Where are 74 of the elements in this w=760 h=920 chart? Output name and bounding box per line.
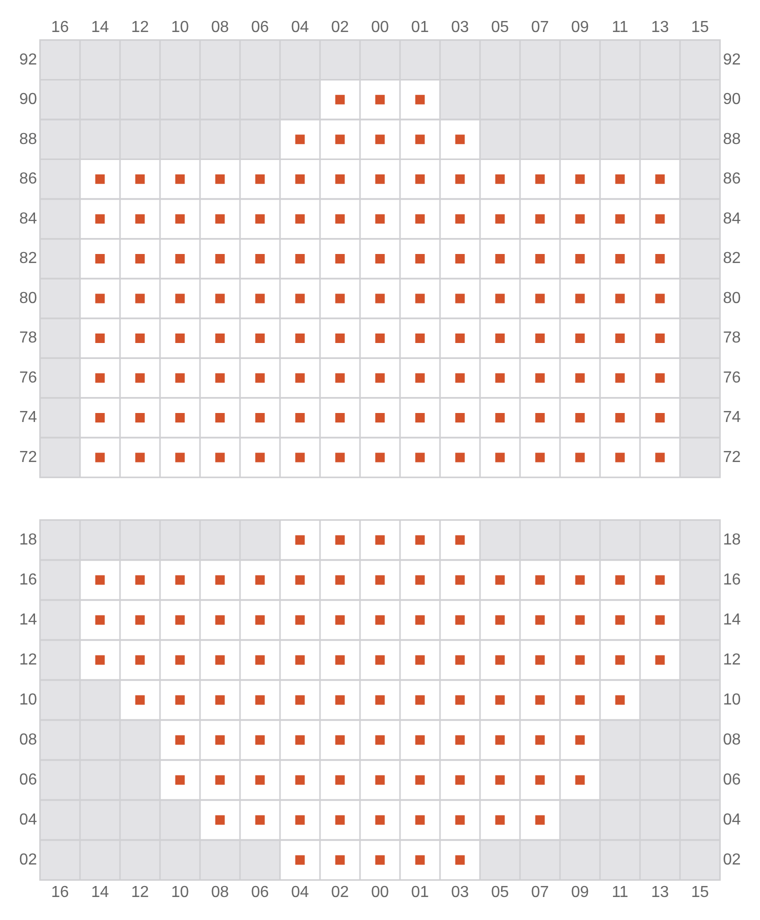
x-tick-label: 10: [171, 884, 189, 902]
y2-tick-label: 04: [723, 811, 741, 828]
y2-tick-label: 82: [723, 250, 741, 268]
x-tick-label: 13: [651, 18, 669, 36]
y-tick-label: 14: [19, 611, 38, 628]
y-tick-label: 86: [19, 170, 38, 188]
y-tick-label: 76: [19, 369, 38, 386]
x-tick-label: 01: [411, 884, 429, 902]
y2-tick-label: 92: [723, 51, 741, 68]
x-tick-label: 14: [91, 884, 109, 902]
y2-tick-label: 86: [723, 170, 741, 188]
x-tick-label: 08: [211, 884, 229, 902]
y2-tick-label: 72: [723, 448, 741, 466]
x-tick-label: 06: [251, 884, 269, 902]
x-tick-label: 05: [491, 884, 509, 902]
x-tick-label: 00: [371, 884, 389, 902]
x-tick-label: 12: [131, 18, 149, 36]
y2-tick-label: 08: [723, 731, 741, 748]
x-tick-label: 02: [331, 18, 349, 36]
x-tick-label: 09: [571, 18, 589, 36]
y-tick-label: 80: [19, 290, 38, 307]
y-tick-label: 78: [19, 330, 38, 347]
x-tick-label: 02: [331, 884, 349, 902]
x-tick-label: 09: [571, 884, 589, 902]
y-tick-label: 84: [19, 210, 38, 228]
y2-tick-label: 06: [723, 771, 741, 788]
y2-tick-label: 18: [723, 531, 741, 548]
y-tick-label: 88: [19, 130, 38, 148]
x-tick-label: 01: [411, 18, 429, 36]
x-tick-label: 07: [531, 884, 549, 902]
y-tick-label: 82: [19, 250, 38, 268]
y2-tick-label: 88: [723, 130, 741, 148]
y2-tick-label: 78: [723, 330, 741, 347]
x-tick-label: 05: [491, 18, 509, 36]
y-tick-label: 90: [19, 91, 38, 108]
x-tick-label: 16: [51, 18, 69, 36]
x-tick-label: 10: [171, 18, 189, 36]
x-tick-label: 14: [91, 18, 109, 36]
y2-tick-label: 76: [723, 369, 741, 386]
y2-tick-label: 90: [723, 91, 741, 108]
y-tick-label: 72: [19, 448, 38, 466]
x-tick-label: 08: [211, 18, 229, 36]
y-tick-label: 02: [19, 851, 38, 868]
y2-tick-label: 16: [723, 571, 741, 588]
x-tick-label: 04: [291, 884, 309, 902]
y2-tick-label: 10: [723, 691, 741, 708]
x-tick-label: 15: [691, 884, 709, 902]
y-tick-label: 10: [19, 691, 38, 708]
x-tick-label: 12: [131, 884, 149, 902]
y-tick-label: 04: [19, 811, 38, 828]
x-tick-label: 11: [612, 884, 628, 902]
x-tick-label: 16: [51, 884, 69, 902]
y-tick-label: 12: [19, 651, 38, 668]
x-tick-label: 11: [612, 18, 628, 36]
y-tick-label: 92: [19, 51, 38, 68]
y2-tick-label: 74: [723, 409, 741, 426]
y2-tick-label: 84: [723, 210, 741, 228]
x-tick-label: 15: [691, 18, 709, 36]
y2-tick-label: 80: [723, 290, 741, 307]
y-tick-label: 74: [19, 409, 38, 426]
y-tick-label: 18: [19, 531, 38, 548]
x-tick-label: 07: [531, 18, 549, 36]
y2-tick-label: 14: [723, 611, 741, 628]
y-tick-label: 06: [19, 771, 38, 788]
x-tick-label: 06: [251, 18, 269, 36]
y-tick-label: 16: [19, 571, 38, 588]
x-tick-label: 03: [451, 18, 469, 36]
y-tick-label: 08: [19, 731, 38, 748]
y2-tick-label: 12: [723, 651, 741, 668]
x-tick-label: 13: [651, 884, 669, 902]
x-tick-label: 03: [451, 884, 469, 902]
y2-tick-label: 02: [723, 851, 741, 868]
x-tick-label: 00: [371, 18, 389, 36]
x-tick-label: 04: [291, 18, 309, 36]
